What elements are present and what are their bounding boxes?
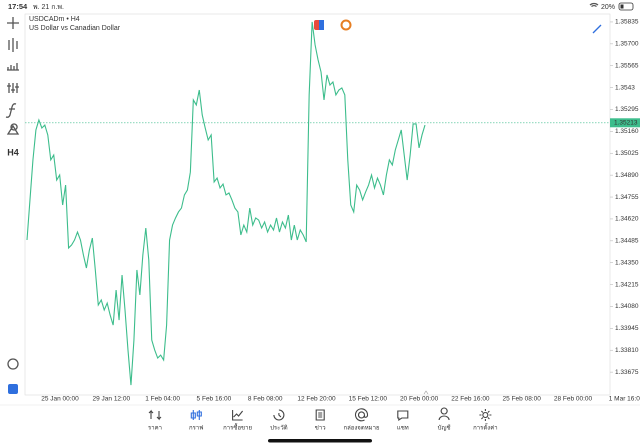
nav-icon[interactable] — [397, 410, 409, 422]
x-tick-label: 25 Feb 08:00 — [503, 396, 542, 403]
y-tick-label: 1.35700 — [615, 41, 639, 48]
y-tick-label: 1.33675 — [615, 369, 639, 376]
y-tick-label: 1.34890 — [615, 172, 639, 179]
battery-level — [620, 4, 624, 9]
x-tick-label: 1 Mar 16:0 — [609, 396, 640, 403]
one-click-button[interactable] — [340, 19, 352, 31]
nav-label[interactable]: กราฟ — [189, 425, 203, 432]
current-price-box — [610, 118, 640, 128]
home-indicator — [268, 439, 372, 443]
settings-tool[interactable] — [7, 83, 19, 93]
y-tick-label: 1.34350 — [615, 259, 639, 266]
y-tick-label: 1.34485 — [615, 238, 639, 245]
y-tick-label: 1.35835 — [615, 19, 639, 26]
x-tick-label: 29 Jan 12:00 — [93, 396, 131, 403]
chart-type-tool[interactable] — [8, 38, 18, 52]
drawing-tool-icon[interactable] — [592, 24, 602, 34]
nav-icon[interactable] — [190, 410, 202, 420]
nav-icon[interactable] — [315, 409, 325, 421]
battery-text: 20% — [601, 4, 615, 11]
nav-icon[interactable] — [232, 410, 244, 421]
x-tick-label: 12 Feb 20:00 — [297, 396, 336, 403]
tool-bottom-1[interactable] — [7, 358, 19, 370]
nav-label[interactable]: กล่องจดหมาย — [343, 425, 379, 432]
wifi-icon — [589, 2, 599, 8]
x-tick-label: 1 Feb 04:00 — [145, 396, 180, 403]
y-tick-label: 1.34755 — [615, 194, 639, 201]
buy-button[interactable] — [319, 20, 324, 30]
y-tick-label: 1.35295 — [615, 106, 639, 113]
x-tick-label: 15 Feb 12:00 — [349, 396, 388, 403]
nav-label[interactable]: ราคา — [148, 425, 162, 432]
nav-icon[interactable] — [354, 408, 369, 422]
nav-icon[interactable] — [438, 407, 450, 421]
nav-label[interactable]: ข่าว — [315, 425, 326, 432]
x-tick-label: 20 Feb 00:00 — [400, 396, 439, 403]
x-tick-label: 28 Feb 00:00 — [554, 396, 593, 403]
x-tick-label: 5 Feb 16:00 — [197, 396, 232, 403]
timeframe-button[interactable]: H4 — [7, 147, 19, 157]
last-bar-marker — [423, 390, 429, 395]
nav-icon[interactable] — [273, 409, 285, 421]
crosshair-tool[interactable] — [7, 17, 19, 29]
y-tick-label: 1.33810 — [615, 347, 639, 354]
battery-icon — [618, 2, 634, 11]
nav-label[interactable]: การตั้งค่า — [473, 422, 497, 432]
nav-label[interactable]: แชท — [397, 425, 409, 432]
x-tick-label: 25 Jan 00:00 — [41, 396, 79, 403]
nav-label[interactable]: ประวัติ — [270, 425, 288, 432]
left-toolbar: H4 — [5, 17, 20, 394]
chart-plot: 1.35835 1.35700 1.35565 1.3543 1.35295 1.3516… — [25, 19, 640, 403]
x-tick-label: 8 Feb 08:00 — [248, 396, 283, 403]
objects-tool[interactable] — [6, 123, 20, 135]
y-tick-label: 1.34080 — [615, 303, 639, 310]
y-tick-label: 1.35025 — [615, 150, 639, 157]
current-price-label: 1.35213 — [614, 120, 638, 127]
y-tick-label: 1.3543 — [615, 84, 635, 91]
y-tick-label: 1.35160 — [615, 128, 639, 135]
function-tool[interactable] — [5, 103, 17, 118]
price-line — [26, 21, 426, 386]
tool-bottom-2[interactable] — [8, 384, 18, 394]
y-tick-label: 1.35565 — [615, 62, 639, 69]
status-time: 17:54 — [8, 2, 28, 11]
nav-icon[interactable] — [479, 409, 492, 421]
nav-label[interactable]: บัญชี — [438, 424, 451, 432]
y-tick-label: 1.34620 — [615, 216, 639, 223]
chart-description: US Dollar vs Canadian Dollar — [29, 25, 121, 32]
nav-label[interactable]: การซื้อขาย — [223, 422, 252, 432]
y-tick-label: 1.34215 — [615, 281, 639, 288]
chart-frame — [24, 13, 611, 396]
chart-symbol: USDCADm • H4 — [29, 16, 80, 23]
y-tick-label: 1.33945 — [615, 325, 639, 332]
x-tick-label: 22 Feb 16:00 — [451, 396, 490, 403]
indicator-tool[interactable] — [7, 63, 19, 71]
bottom-nav: ราคา กราฟ การซื้อขาย ประวัติ ข่าว กล่องจดหมาย… — [148, 407, 498, 432]
nav-icon[interactable] — [148, 409, 162, 421]
status-date: พ. 21 ก.พ. — [33, 4, 64, 11]
